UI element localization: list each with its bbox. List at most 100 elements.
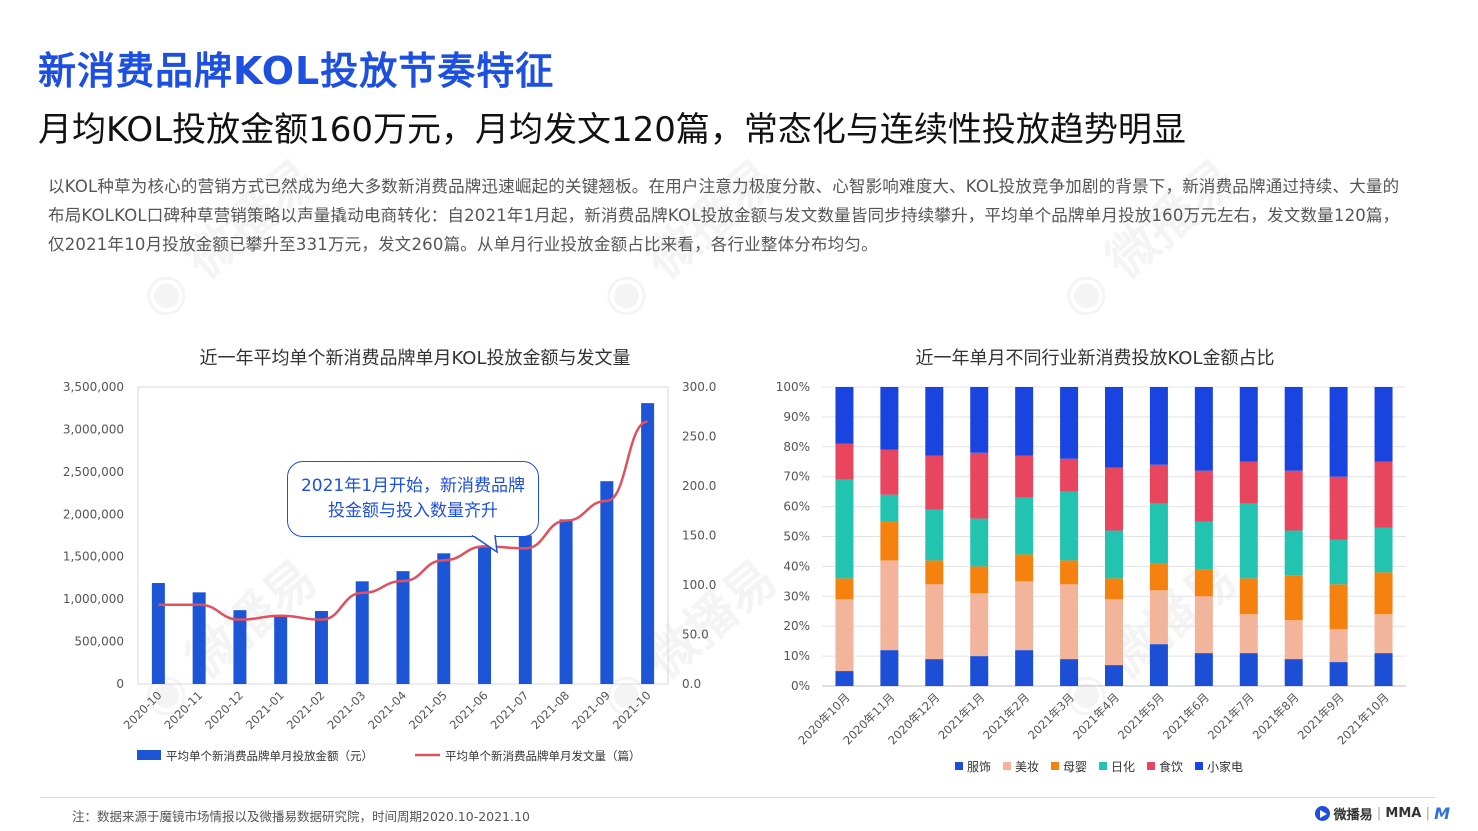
stack-segment bbox=[925, 659, 944, 686]
m-logo-icon: M bbox=[1434, 804, 1450, 823]
y-left-tick-label: 2,500,000 bbox=[63, 465, 124, 479]
legend-swatch bbox=[1195, 762, 1203, 770]
x-tick-label: 2021年4月 bbox=[1070, 690, 1122, 742]
y-left-tick-label: 3,000,000 bbox=[63, 422, 124, 436]
y-tick-label: 60% bbox=[783, 500, 810, 514]
stack-segment bbox=[1149, 644, 1168, 686]
stack-segment bbox=[1329, 539, 1348, 585]
stack-segment bbox=[1015, 455, 1034, 498]
y-tick-label: 0% bbox=[791, 679, 810, 693]
stack-segment bbox=[1374, 527, 1393, 573]
summary-paragraph: 以KOL种草为核心的营销方式已然成为绝大多数新消费品牌迅速崛起的关键翘板。在用户… bbox=[48, 177, 1400, 254]
stack-segment bbox=[1105, 467, 1123, 531]
stack-segment bbox=[1374, 614, 1393, 654]
stack-segment bbox=[880, 449, 899, 495]
y-right-tick-label: 300.0 bbox=[682, 380, 716, 394]
stack-segment bbox=[1239, 503, 1258, 579]
legend-label: 服饰 bbox=[967, 760, 991, 774]
y-tick-label: 40% bbox=[783, 559, 810, 573]
y-tick-label: 70% bbox=[783, 470, 810, 484]
bar-amount bbox=[478, 546, 492, 684]
stack-segment bbox=[1374, 653, 1393, 686]
stack-segment bbox=[880, 521, 899, 561]
legend-label: 母婴 bbox=[1063, 760, 1087, 774]
y-left-tick-label: 1,500,000 bbox=[63, 550, 124, 564]
callout-tail bbox=[471, 535, 498, 554]
logo-text: 微播易 bbox=[1333, 808, 1373, 823]
y-left-tick-label: 3,500,000 bbox=[63, 380, 124, 394]
x-tick-label: 2020-12 bbox=[202, 688, 246, 732]
stack-segment bbox=[925, 509, 944, 561]
source-note: 注：数据来源于魔镜市场情报以及微播易数据研究院，时间周期2020.10-2021… bbox=[72, 809, 530, 824]
x-tick-label: 2021年7月 bbox=[1205, 690, 1257, 742]
x-tick-label: 2021年5月 bbox=[1115, 690, 1167, 742]
stack-segment bbox=[1374, 387, 1393, 462]
x-tick-label: 2020-10 bbox=[121, 688, 165, 732]
stack-segment bbox=[880, 560, 899, 651]
stack-segment bbox=[1284, 620, 1303, 660]
y-left-tick-label: 2,000,000 bbox=[63, 507, 124, 521]
stack-segment bbox=[1015, 497, 1034, 555]
stack-segment bbox=[1060, 491, 1079, 561]
y-right-tick-label: 100.0 bbox=[682, 578, 716, 592]
legend-label: 日化 bbox=[1111, 760, 1135, 774]
stack-segment bbox=[1149, 387, 1168, 465]
stack-segment bbox=[835, 671, 854, 686]
legend-swatch bbox=[1099, 762, 1107, 770]
stack-segment bbox=[1105, 530, 1123, 579]
stack-segment bbox=[1194, 521, 1213, 570]
mma-logo-text: MMA bbox=[1385, 806, 1422, 821]
x-tick-label: 2021-02 bbox=[284, 688, 328, 732]
stack-segment bbox=[970, 593, 989, 657]
x-tick-label: 2020-11 bbox=[161, 688, 205, 732]
stack-segment bbox=[1374, 572, 1393, 615]
stack-segment bbox=[925, 584, 944, 660]
bar-amount bbox=[437, 553, 451, 684]
stack-segment bbox=[880, 494, 899, 522]
legend-label: 食饮 bbox=[1159, 759, 1183, 774]
bar-amount bbox=[274, 616, 288, 684]
stack-segment bbox=[1060, 458, 1079, 492]
bar-amount bbox=[355, 581, 369, 684]
bar-amount bbox=[559, 519, 573, 684]
y-tick-label: 10% bbox=[783, 649, 810, 663]
bar-amount bbox=[151, 583, 165, 684]
stack-segment bbox=[835, 578, 854, 600]
y-left-tick-label: 0 bbox=[116, 677, 124, 691]
stack-segment bbox=[970, 566, 989, 594]
stack-segment bbox=[1239, 614, 1258, 654]
chart-title-left: 近一年平均单个新消费品牌单月KOL投放金额与发文量 bbox=[199, 348, 631, 369]
y-tick-label: 30% bbox=[783, 589, 810, 603]
stack-segment bbox=[1105, 387, 1123, 468]
brand-logo: 微播易 | MMA | M bbox=[1314, 804, 1450, 823]
legend-label: 美妆 bbox=[1015, 760, 1039, 774]
stack-segment bbox=[1329, 584, 1348, 630]
legend-swatch bbox=[955, 762, 963, 770]
stack-segment bbox=[880, 387, 899, 450]
bar-amount bbox=[314, 611, 328, 684]
legend-label-amount: 平均单个新消费品牌单月投放金额（元） bbox=[166, 749, 373, 763]
y-right-tick-label: 150.0 bbox=[682, 529, 716, 543]
stack-segment bbox=[1149, 563, 1168, 591]
x-tick-label: 2021年1月 bbox=[935, 690, 987, 742]
y-left-tick-label: 1,000,000 bbox=[63, 592, 124, 606]
legend-label: 小家电 bbox=[1207, 759, 1243, 774]
stack-segment bbox=[1149, 464, 1168, 504]
stack-segment bbox=[1060, 584, 1079, 660]
x-tick-label: 2021-08 bbox=[528, 688, 572, 732]
combo-chart: 0 500,000 1,000,000 1,500,000 2,000,000 2,500… bbox=[63, 380, 716, 763]
y-tick-label: 50% bbox=[783, 530, 810, 544]
legend-label-posts: 平均单个新消费品牌单月发文量（篇） bbox=[445, 749, 641, 763]
stack-segment bbox=[1194, 596, 1213, 654]
stack-segment bbox=[1284, 575, 1303, 621]
x-tick-label: 2021-05 bbox=[406, 688, 450, 732]
stack-segment bbox=[1060, 560, 1079, 585]
stack-segment bbox=[835, 479, 854, 579]
page-title: 新消费品牌KOL投放节奏特征 bbox=[38, 49, 555, 93]
stack-segment bbox=[970, 518, 989, 567]
stack-segment bbox=[1329, 629, 1348, 663]
stack-segment bbox=[1329, 387, 1348, 477]
x-tick-label: 2021-07 bbox=[488, 688, 532, 732]
stack-segment bbox=[1239, 387, 1258, 462]
x-tick-label: 2021-04 bbox=[365, 688, 409, 732]
